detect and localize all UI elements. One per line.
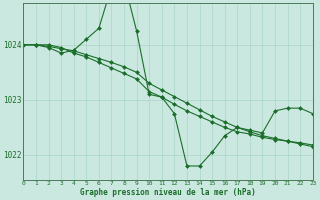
X-axis label: Graphe pression niveau de la mer (hPa): Graphe pression niveau de la mer (hPa) (80, 188, 256, 197)
